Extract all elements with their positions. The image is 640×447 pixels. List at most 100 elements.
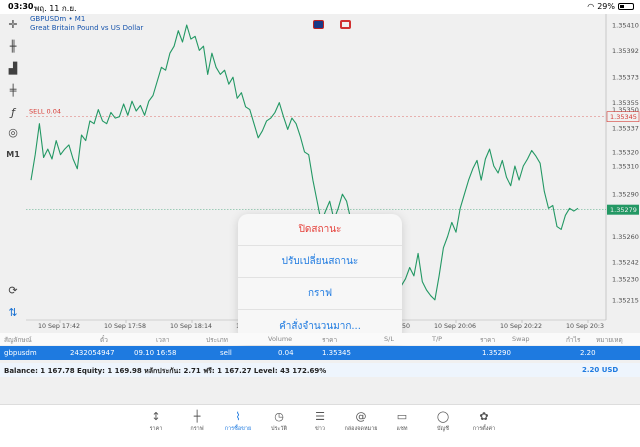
chat-icon: ▭ [396,410,408,423]
objects-icon[interactable]: ◎ [8,125,18,139]
tab-label: การซื้อขาย [224,426,252,432]
symbol-title: GBPUSDm • M1 [30,15,86,23]
gbp-flag-icon [313,20,324,29]
header-type: ประเภท [206,336,228,344]
tab-history[interactable]: ◷ ประวัติ [259,409,299,433]
modify-position-button[interactable]: ปรับเปลี่ยนสถานะ [238,246,402,278]
tab-quotes[interactable]: ↕ ราคา [136,409,176,433]
row-volume: 0.04 [278,349,294,357]
price-tick-label: 1.35350 [612,106,639,114]
price-tick-label: 1.35355 [612,99,639,107]
tab-account[interactable]: ◯ บัญชี [423,409,463,433]
tab-label: ราคา [149,426,163,432]
indicators-icon[interactable]: ▟ [8,61,18,75]
status-right: ◠ 29% [587,2,634,11]
header-sl: S/L [384,335,394,343]
bulk-orders-button[interactable]: คำสั่งจำนวนมาก... [279,320,361,332]
tab-label: บัญชี [437,426,449,432]
position-row[interactable]: gbpusdm 2432054947 09.10 16:58 sell 0.04… [0,346,640,360]
candles-icon[interactable]: ╫ [9,39,17,53]
wifi-icon: ◠ [587,2,595,11]
tab-trade[interactable]: ⌇ การซื้อขาย [218,409,258,433]
price-tick-label: 1.35230 [612,275,639,283]
tab-news[interactable]: ☰ ข่าว [300,409,340,433]
usd-flag-icon [340,20,351,29]
time-tick-label: 10 Sep 17:42 [38,323,80,330]
header-swap: Swap [512,335,530,343]
crosshair-icon[interactable]: ✛ [8,17,18,31]
symbol-description: Great Britain Pound vs US Dollar [30,24,144,32]
header-open-price: ราคา [322,336,338,344]
refresh-icon[interactable]: ⟳ [8,283,18,297]
settings-icon: ✿ [479,410,489,423]
time-tick-label: 10 Sep 17:58 [104,323,146,330]
row-ticket: 2432054947 [70,349,115,357]
header-tp: T/P [432,335,443,343]
position-action-sheet: ปิดสถานะ ปรับเปลี่ยนสถานะ กราฟ คำสั่งจำน… [238,214,402,342]
row-symbol: gbpusdm [4,349,37,357]
time-tick-label: 10 Sep 20:06 [434,323,476,330]
price-tick-label: 1.35373 [612,74,639,82]
bottom-tab-bar: ↕ ราคา ┼ กราฟ ⌇ การซื้อขาย ◷ ประวัติ ☰ ข่าว @ กล่อง… [0,404,640,447]
sell-level-label: SELL 0.04 [29,108,61,116]
price-tick-label: 1.35290 [612,191,639,199]
balance-summary: Balance: 1 167.78 Equity: 1 169.98 หลักป… [4,367,327,375]
tab-chart[interactable]: ┼ กราฟ [177,409,217,433]
tab-label: ข่าว [315,426,325,432]
balance-total-profit: 2.20 USD [582,366,619,374]
header-profit: กำไร [566,336,581,344]
header-comment: หมายเหตุ [596,336,623,344]
balance-row: Balance: 1 167.78 Equity: 1 169.98 หลักป… [0,363,640,377]
history-icon: ◷ [274,410,284,423]
current-price-tag: 1.35279 [610,206,637,214]
price-tick-label: 1.35310 [612,163,639,171]
time-tick-label: 10 Sep 20:22 [500,323,542,330]
header-time: เวลา [156,336,170,344]
header-volume: Volume [268,335,293,343]
price-tick-label: 1.35242 [612,258,639,266]
price-tick-label: 1.35215 [612,296,639,304]
bar-type-icon[interactable]: ╪ [9,83,17,97]
mailbox-icon: @ [355,410,367,423]
time-tick-label: 10 Sep 18:14 [170,323,212,330]
news-icon: ☰ [315,410,325,423]
tab-label: กราฟ [190,426,204,432]
current-price-box [607,204,639,215]
time-tick-label: 10 Sep 20:3 [566,323,604,330]
price-tick-label: 1.35337 [612,124,639,132]
price-tick-label: 1.35410 [612,22,639,30]
period-button[interactable]: M1 [6,149,20,159]
tab-label: การตั้งค่า [472,426,496,432]
tab-label: แชท [396,426,408,432]
function-icon[interactable]: ƒ [11,105,15,119]
battery-icon [618,3,634,10]
chart-button[interactable]: กราฟ [238,278,402,310]
price-line-series [30,24,579,301]
status-time: 03:30 [8,2,34,11]
account-icon: ◯ [436,410,450,423]
header-ticket: ตั๋ว [100,336,108,344]
price-tick-label: 1.35320 [612,148,639,156]
tab-mailbox[interactable]: @ กล่องจดหมาย [341,409,381,433]
battery-percent: 29% [597,2,615,11]
chart-toolbar: ✛ ╫ ▟ ╪ ƒ ◎ M1 ⟳ ⇅ [0,14,26,319]
tab-settings[interactable]: ✿ การตั้งค่า [464,409,504,433]
price-tick-label: 1.35392 [612,47,639,55]
status-date: พฤ. 11 ก.ย. [34,4,77,13]
positions-table-header: สัญลักษณ์ ตั๋ว เวลา ประเภท Volume ราคา S… [0,333,640,345]
row-time: 09.10 16:58 [134,349,177,357]
row-open-price: 1.35345 [322,349,351,357]
header-symbol: สัญลักษณ์ [4,336,32,344]
sell-price-box [606,111,640,122]
row-type: sell [220,349,232,357]
quotes-icon: ↕ [151,410,161,423]
tab-chat[interactable]: ▭ แชท [382,409,422,433]
one-click-trading-icon[interactable]: ⇅ [8,305,18,319]
trade-icon: ⌇ [235,410,241,423]
close-position-button[interactable]: ปิดสถานะ [238,214,402,246]
status-bar: 03:30 พฤ. 11 ก.ย. ◠ 29% [0,0,640,14]
price-tick-label: 1.35260 [612,233,639,241]
chart-icon: ┼ [193,410,201,423]
row-profit: 2.20 [580,349,596,357]
